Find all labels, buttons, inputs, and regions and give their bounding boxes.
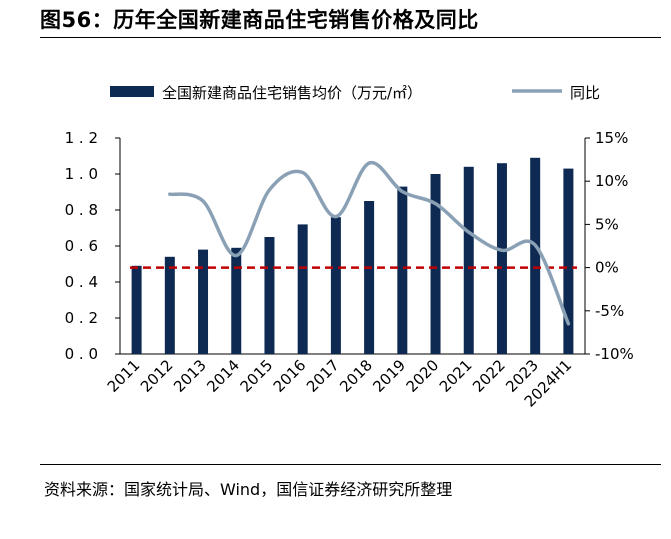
legend-bar-swatch [110, 86, 154, 97]
right-tick-label: -5% [595, 302, 624, 320]
x-tick-label: 2016 [270, 356, 310, 396]
x-tick-label: 2013 [170, 356, 210, 396]
x-tick-label: 2018 [336, 356, 376, 396]
x-tick-label: 2012 [137, 356, 177, 396]
left-tick-label: 0 . 8 [65, 201, 98, 219]
x-tick-label: 2017 [303, 356, 343, 396]
bar-2013 [198, 249, 209, 354]
bar-2020 [430, 174, 441, 354]
right-tick-label: 0% [595, 259, 619, 277]
x-tick-label: 2019 [369, 356, 409, 396]
title-divider [40, 37, 661, 38]
x-tick-label: 2011 [104, 356, 144, 396]
bar-2014 [231, 247, 242, 354]
x-tick-label: 2014 [203, 356, 243, 396]
chart: 0 . 0 0 . 2 0 . 4 0 . 6 0 . 8 1 . 0 1 . 2 15% 10… [65, 84, 634, 411]
legend-bar-label: 全国新建商品住宅销售均价（万元/㎡） [162, 84, 422, 102]
right-tick-label: 15% [595, 129, 628, 147]
x-tick-label: 2020 [403, 356, 443, 396]
left-tick-label: 1 . 0 [65, 165, 98, 183]
left-tick-label: 1 . 2 [65, 129, 98, 147]
bar-2019 [397, 186, 408, 354]
source-note: 资料来源：国家统计局、Wind，国信证券经济研究所整理 [44, 480, 453, 499]
bar-2023 [530, 157, 541, 354]
left-tick-label: 0 . 4 [65, 273, 98, 291]
figure-title: 图56：历年全国新建商品住宅销售价格及同比 [40, 8, 479, 32]
left-tick-label: 0 . 2 [65, 309, 98, 327]
left-tick-label: 0 . 0 [65, 345, 98, 363]
bar-2021 [463, 166, 474, 354]
bar-2022 [496, 163, 507, 354]
bar-2015 [264, 237, 275, 354]
bar-2016 [297, 224, 308, 354]
legend-line-label: 同比 [570, 84, 600, 102]
yoy-line [168, 161, 571, 326]
x-tick-label: 2022 [469, 356, 509, 396]
x-tick-label: 2015 [237, 356, 277, 396]
right-tick-label: 10% [595, 172, 628, 190]
x-tick-label: 2021 [436, 356, 476, 396]
right-tick-label: -10% [595, 345, 634, 363]
left-tick-label: 0 . 6 [65, 237, 98, 255]
source-divider [40, 464, 661, 465]
bar-2018 [364, 201, 375, 354]
bar-2011 [131, 265, 142, 354]
bar-2024H1 [563, 168, 574, 354]
bar-2017 [330, 217, 341, 354]
bar-2012 [164, 256, 175, 354]
right-tick-label: 5% [595, 215, 619, 233]
